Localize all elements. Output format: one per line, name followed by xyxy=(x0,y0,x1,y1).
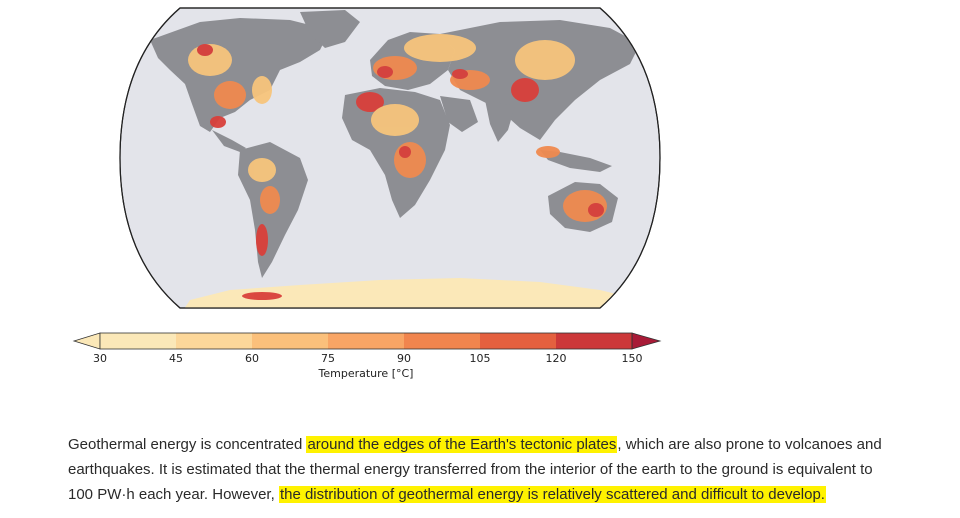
colorbar-left-arrow xyxy=(72,332,101,350)
land-antarctica xyxy=(170,278,640,308)
land-asia xyxy=(440,20,640,140)
colorbar-tick-45: 45 xyxy=(169,352,183,365)
colorbar-bin-4 xyxy=(328,333,404,349)
paragraph-line-2: earthquakes. It is estimated that the th… xyxy=(68,461,873,478)
temperature-colorbar: 30 45 60 75 90 105 120 150 Temperature [… xyxy=(70,330,670,390)
colorbar-bin-3 xyxy=(252,333,328,349)
land-north-america xyxy=(150,18,330,132)
temperature-overlay xyxy=(188,34,607,300)
colorbar-bin-5 xyxy=(404,333,480,349)
land-arabia xyxy=(440,96,478,132)
colorbar-bin-2 xyxy=(176,333,252,349)
land-indonesia xyxy=(540,150,612,172)
colorbar-tick-90: 90 xyxy=(397,352,411,365)
colorbar-bin-1 xyxy=(100,333,176,349)
colorbar-right-arrow xyxy=(631,332,662,350)
land-central-america xyxy=(212,130,246,152)
colorbar-bin-6 xyxy=(480,333,556,349)
land-greenland xyxy=(300,10,360,48)
highlighted-text: around the edges of the Earth's tectonic… xyxy=(306,436,618,453)
colorbar-tick-75: 75 xyxy=(321,352,335,365)
colorbar-tick-30: 30 xyxy=(93,352,107,365)
paragraph-text: Geothermal energy is concentrated xyxy=(68,436,307,453)
paragraph-line-1: Geothermal energy is concentrated around… xyxy=(68,432,948,457)
colorbar-tick-150: 150 xyxy=(621,352,643,365)
highlighted-text: the distribution of geothermal energy is… xyxy=(278,486,826,503)
land-india xyxy=(485,100,515,142)
article-paragraph: Geothermal energy is concentrated around… xyxy=(68,432,948,507)
world-map xyxy=(119,7,661,309)
colorbar-title: Temperature [°C] xyxy=(318,367,414,380)
geothermal-figure: 30 45 60 75 90 105 120 150 Temperature [… xyxy=(70,7,670,390)
paragraph-line-3: 100 PW·h each year. However, the distrib… xyxy=(68,482,948,507)
paragraph-text: 100 PW·h each year. However, xyxy=(68,486,279,503)
paragraph-text: , which are also prone to volcanoes and xyxy=(617,436,882,453)
colorbar-bin-7 xyxy=(556,333,632,349)
colorbar-tick-120: 120 xyxy=(545,352,567,365)
colorbar-tick-60: 60 xyxy=(245,352,259,365)
colorbar-bar xyxy=(72,332,662,350)
colorbar-tick-105: 105 xyxy=(469,352,491,365)
